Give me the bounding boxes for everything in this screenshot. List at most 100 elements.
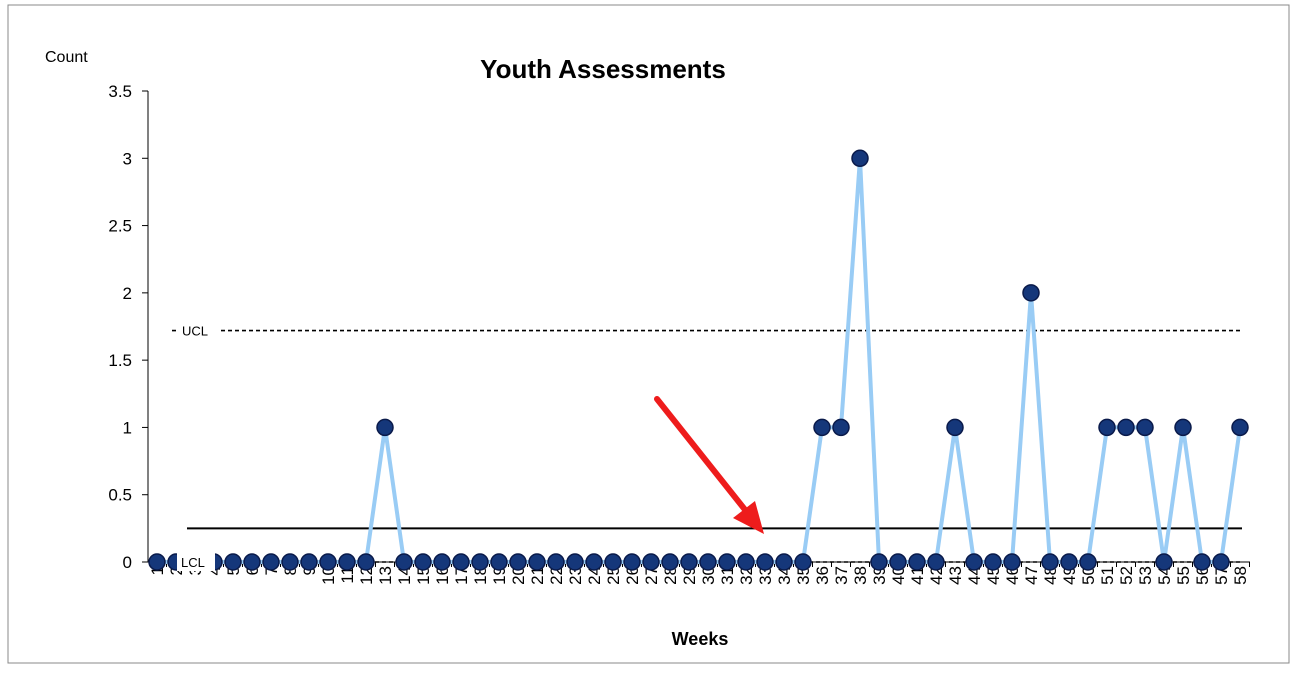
data-point bbox=[889, 553, 907, 571]
x-tick-label: 55 bbox=[1174, 566, 1193, 585]
data-point bbox=[528, 553, 546, 571]
x-axis-label: Weeks bbox=[672, 629, 729, 649]
data-point bbox=[1212, 553, 1230, 571]
data-point bbox=[148, 553, 166, 571]
data-point bbox=[1174, 418, 1192, 437]
x-tick-label: 13 bbox=[376, 566, 395, 585]
x-tick-label: 22 bbox=[547, 566, 566, 585]
chart-frame bbox=[7, 4, 1290, 664]
x-tick-label: 16 bbox=[433, 566, 452, 585]
x-tick-label: 21 bbox=[528, 566, 547, 585]
x-tick-label: 40 bbox=[889, 566, 908, 585]
x-tick-label: 10 bbox=[319, 566, 338, 585]
data-point bbox=[300, 553, 318, 571]
x-tick-label: 47 bbox=[1022, 566, 1041, 585]
data-point bbox=[566, 553, 584, 571]
annotation-arrow bbox=[654, 396, 764, 534]
x-tick-label: 48 bbox=[1041, 566, 1060, 585]
lcl-label-bg bbox=[177, 553, 215, 571]
data-point bbox=[1098, 418, 1116, 437]
data-point bbox=[756, 553, 774, 571]
x-tick-label: 26 bbox=[623, 566, 642, 585]
x-tick-label: 43 bbox=[946, 566, 965, 585]
data-point bbox=[262, 553, 280, 571]
data-point bbox=[661, 553, 679, 571]
data-point bbox=[794, 553, 812, 571]
data-point bbox=[832, 418, 850, 437]
x-tick-label: 12 bbox=[357, 566, 376, 585]
data-point bbox=[1136, 418, 1154, 437]
x-tick-label: 54 bbox=[1155, 566, 1174, 585]
x-tick-label: 50 bbox=[1079, 566, 1098, 585]
x-tick-label: 35 bbox=[794, 566, 813, 585]
ucl-label: UCL bbox=[182, 324, 208, 339]
arrow-shaft bbox=[654, 396, 753, 519]
data-point bbox=[452, 553, 470, 571]
data-point bbox=[984, 553, 1002, 571]
data-point bbox=[471, 553, 489, 571]
chart-title: Youth Assessments bbox=[480, 54, 726, 84]
y-tick-label: 2 bbox=[123, 284, 132, 303]
data-point bbox=[680, 553, 698, 571]
x-tick-label: 49 bbox=[1060, 566, 1079, 585]
data-point bbox=[243, 553, 261, 571]
data-point bbox=[319, 553, 337, 571]
data-point bbox=[623, 553, 641, 571]
y-tick-label: 3 bbox=[123, 149, 132, 168]
data-point bbox=[737, 553, 755, 571]
data-point bbox=[718, 553, 736, 571]
y-tick-label: 2.5 bbox=[108, 217, 132, 236]
x-tick-label: 14 bbox=[395, 566, 414, 585]
lcl-label: LCL bbox=[181, 555, 205, 570]
data-point bbox=[775, 553, 793, 571]
x-tick-label: 44 bbox=[965, 566, 984, 585]
x-tick-label: 51 bbox=[1098, 566, 1117, 585]
data-point bbox=[927, 553, 945, 571]
x-tick-label: 56 bbox=[1193, 566, 1212, 585]
x-tick-label: 24 bbox=[585, 566, 604, 585]
y-axis-label: Count bbox=[45, 49, 88, 66]
y-tick-label: 3.5 bbox=[108, 82, 132, 101]
x-tick-label: 20 bbox=[509, 566, 528, 585]
data-point bbox=[813, 418, 831, 437]
x-tick-label: 33 bbox=[756, 566, 775, 585]
data-point bbox=[1193, 553, 1211, 571]
y-tick-label: 1.5 bbox=[108, 351, 132, 370]
data-point bbox=[376, 418, 394, 437]
data-point bbox=[490, 553, 508, 571]
data-point bbox=[699, 553, 717, 571]
data-point bbox=[1155, 553, 1173, 571]
data-point bbox=[908, 553, 926, 571]
y-tick-label: 0.5 bbox=[108, 486, 132, 505]
x-tick-label: 28 bbox=[661, 566, 680, 585]
x-tick-label: 53 bbox=[1136, 566, 1155, 585]
data-point bbox=[604, 553, 622, 571]
arrow-head bbox=[733, 501, 764, 534]
data-point bbox=[1117, 418, 1135, 437]
data-point bbox=[281, 553, 299, 571]
x-tick-label: 36 bbox=[813, 566, 832, 585]
x-tick-label: 32 bbox=[737, 566, 756, 585]
x-tick-label: 17 bbox=[452, 566, 471, 585]
data-point bbox=[851, 149, 869, 168]
x-tick-label: 42 bbox=[927, 566, 946, 585]
x-tick-label: 18 bbox=[471, 566, 490, 585]
x-tick-label: 39 bbox=[870, 566, 889, 585]
data-point bbox=[642, 553, 660, 571]
data-point bbox=[965, 553, 983, 571]
data-point bbox=[414, 553, 432, 571]
y-tick-label: 1 bbox=[123, 418, 132, 437]
x-tick-label: 31 bbox=[718, 566, 737, 585]
data-point bbox=[224, 553, 242, 571]
x-tick-label: 45 bbox=[984, 566, 1003, 585]
data-point bbox=[395, 553, 413, 571]
y-tick-label: 0 bbox=[123, 553, 132, 572]
x-tick-label: 38 bbox=[851, 566, 870, 585]
x-tick-label: 19 bbox=[490, 566, 509, 585]
x-tick-label: 58 bbox=[1231, 566, 1250, 585]
x-tick-label: 25 bbox=[604, 566, 623, 585]
data-point bbox=[338, 553, 356, 571]
x-tick-label: 57 bbox=[1212, 566, 1231, 585]
x-tick-label: 23 bbox=[566, 566, 585, 585]
